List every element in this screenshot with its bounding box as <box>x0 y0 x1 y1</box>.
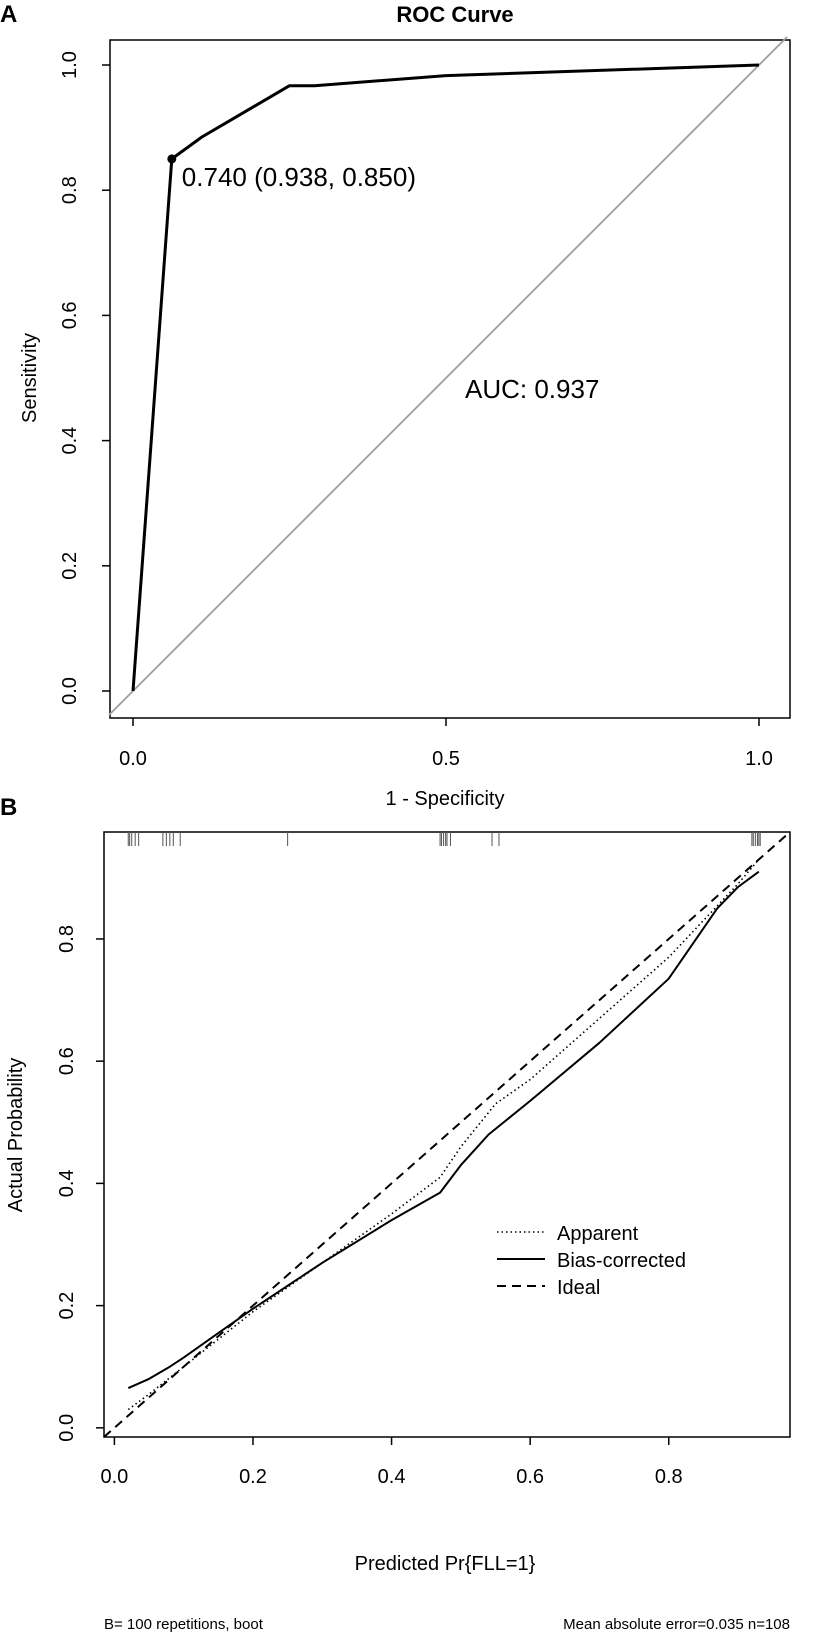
roc-y-axis-label: Sensitivity <box>19 333 41 423</box>
calibration-y-tick-label: 0.0 <box>56 1414 78 1442</box>
roc-x-tick-label: 0.0 <box>119 748 147 770</box>
legend-bias-corrected-label: Bias-corrected <box>557 1250 686 1272</box>
roc-plot-frame <box>109 39 791 719</box>
legend-ideal-label: Ideal <box>557 1277 600 1299</box>
calibration-y-axis-label: Actual Probability <box>5 1058 27 1213</box>
calibration-rug <box>127 832 761 846</box>
panel-a-label: A <box>0 1 17 28</box>
legend-apparent-label: Apparent <box>557 1223 639 1245</box>
calibration-ideal-line <box>103 831 791 1438</box>
roc-x-tick-label: 0.5 <box>432 748 460 770</box>
calibration-x-tick-label: 0.2 <box>239 1466 267 1488</box>
calibration-apparent-line <box>127 858 760 1411</box>
calibration-y-tick-label: 0.4 <box>56 1169 78 1197</box>
calibration-bias-corrected-line <box>127 870 760 1390</box>
calibration-y-axis: 0.0 0.2 0.4 0.6 0.8 <box>56 925 104 1442</box>
calibration-x-axis-label: Predicted Pr{FLL=1} <box>355 1553 536 1575</box>
calibration-x-tick-label: 0.8 <box>655 1466 683 1488</box>
roc-threshold-point <box>167 154 177 164</box>
roc-reference-line <box>108 36 788 716</box>
calibration-y-tick-label: 0.8 <box>56 925 78 953</box>
roc-x-axis: 0.0 0.5 1.0 <box>119 718 773 770</box>
calibration-y-tick-label: 0.6 <box>56 1047 78 1075</box>
calibration-y-tick-label: 0.2 <box>56 1292 78 1320</box>
calibration-x-tick-label: 0.4 <box>378 1466 406 1488</box>
roc-y-tick-label: 0.8 <box>59 176 81 204</box>
roc-auc-label: AUC: 0.937 <box>465 374 599 404</box>
calibration-x-tick-label: 0.6 <box>516 1466 544 1488</box>
calibration-x-axis: 0.0 0.2 0.4 0.6 0.8 <box>100 1437 683 1488</box>
roc-y-tick-label: 0.2 <box>59 552 81 580</box>
roc-threshold-label: 0.740 (0.938, 0.850) <box>182 162 416 192</box>
roc-y-axis: 0.0 0.2 0.4 0.6 0.8 1.0 <box>59 51 110 705</box>
panel-b-label: B <box>0 794 17 821</box>
roc-y-tick-label: 0.4 <box>59 427 81 455</box>
roc-title: ROC Curve <box>396 2 513 27</box>
calibration-footnote-right: Mean absolute error=0.035 n=108 <box>563 1616 790 1633</box>
roc-x-tick-label: 1.0 <box>745 748 773 770</box>
calibration-panel: B 0.0 0.2 0.4 0.6 0.8 0.0 0.2 0.4 0.6 0.8 Appare… <box>0 794 791 1633</box>
roc-y-tick-label: 1.0 <box>59 51 81 79</box>
roc-panel: A ROC Curve 0.0 0.5 1.0 0.0 0.2 0.4 0.6 0.8 1.0… <box>0 1 791 810</box>
calibration-x-tick-label: 0.0 <box>100 1466 128 1488</box>
calibration-legend: Apparent Bias-corrected Ideal <box>497 1223 686 1299</box>
roc-y-tick-label: 0.0 <box>59 677 81 705</box>
calibration-footnote-left: B= 100 repetitions, boot <box>104 1616 264 1633</box>
roc-x-axis-label: 1 - Specificity <box>386 788 505 810</box>
roc-y-tick-label: 0.6 <box>59 301 81 329</box>
